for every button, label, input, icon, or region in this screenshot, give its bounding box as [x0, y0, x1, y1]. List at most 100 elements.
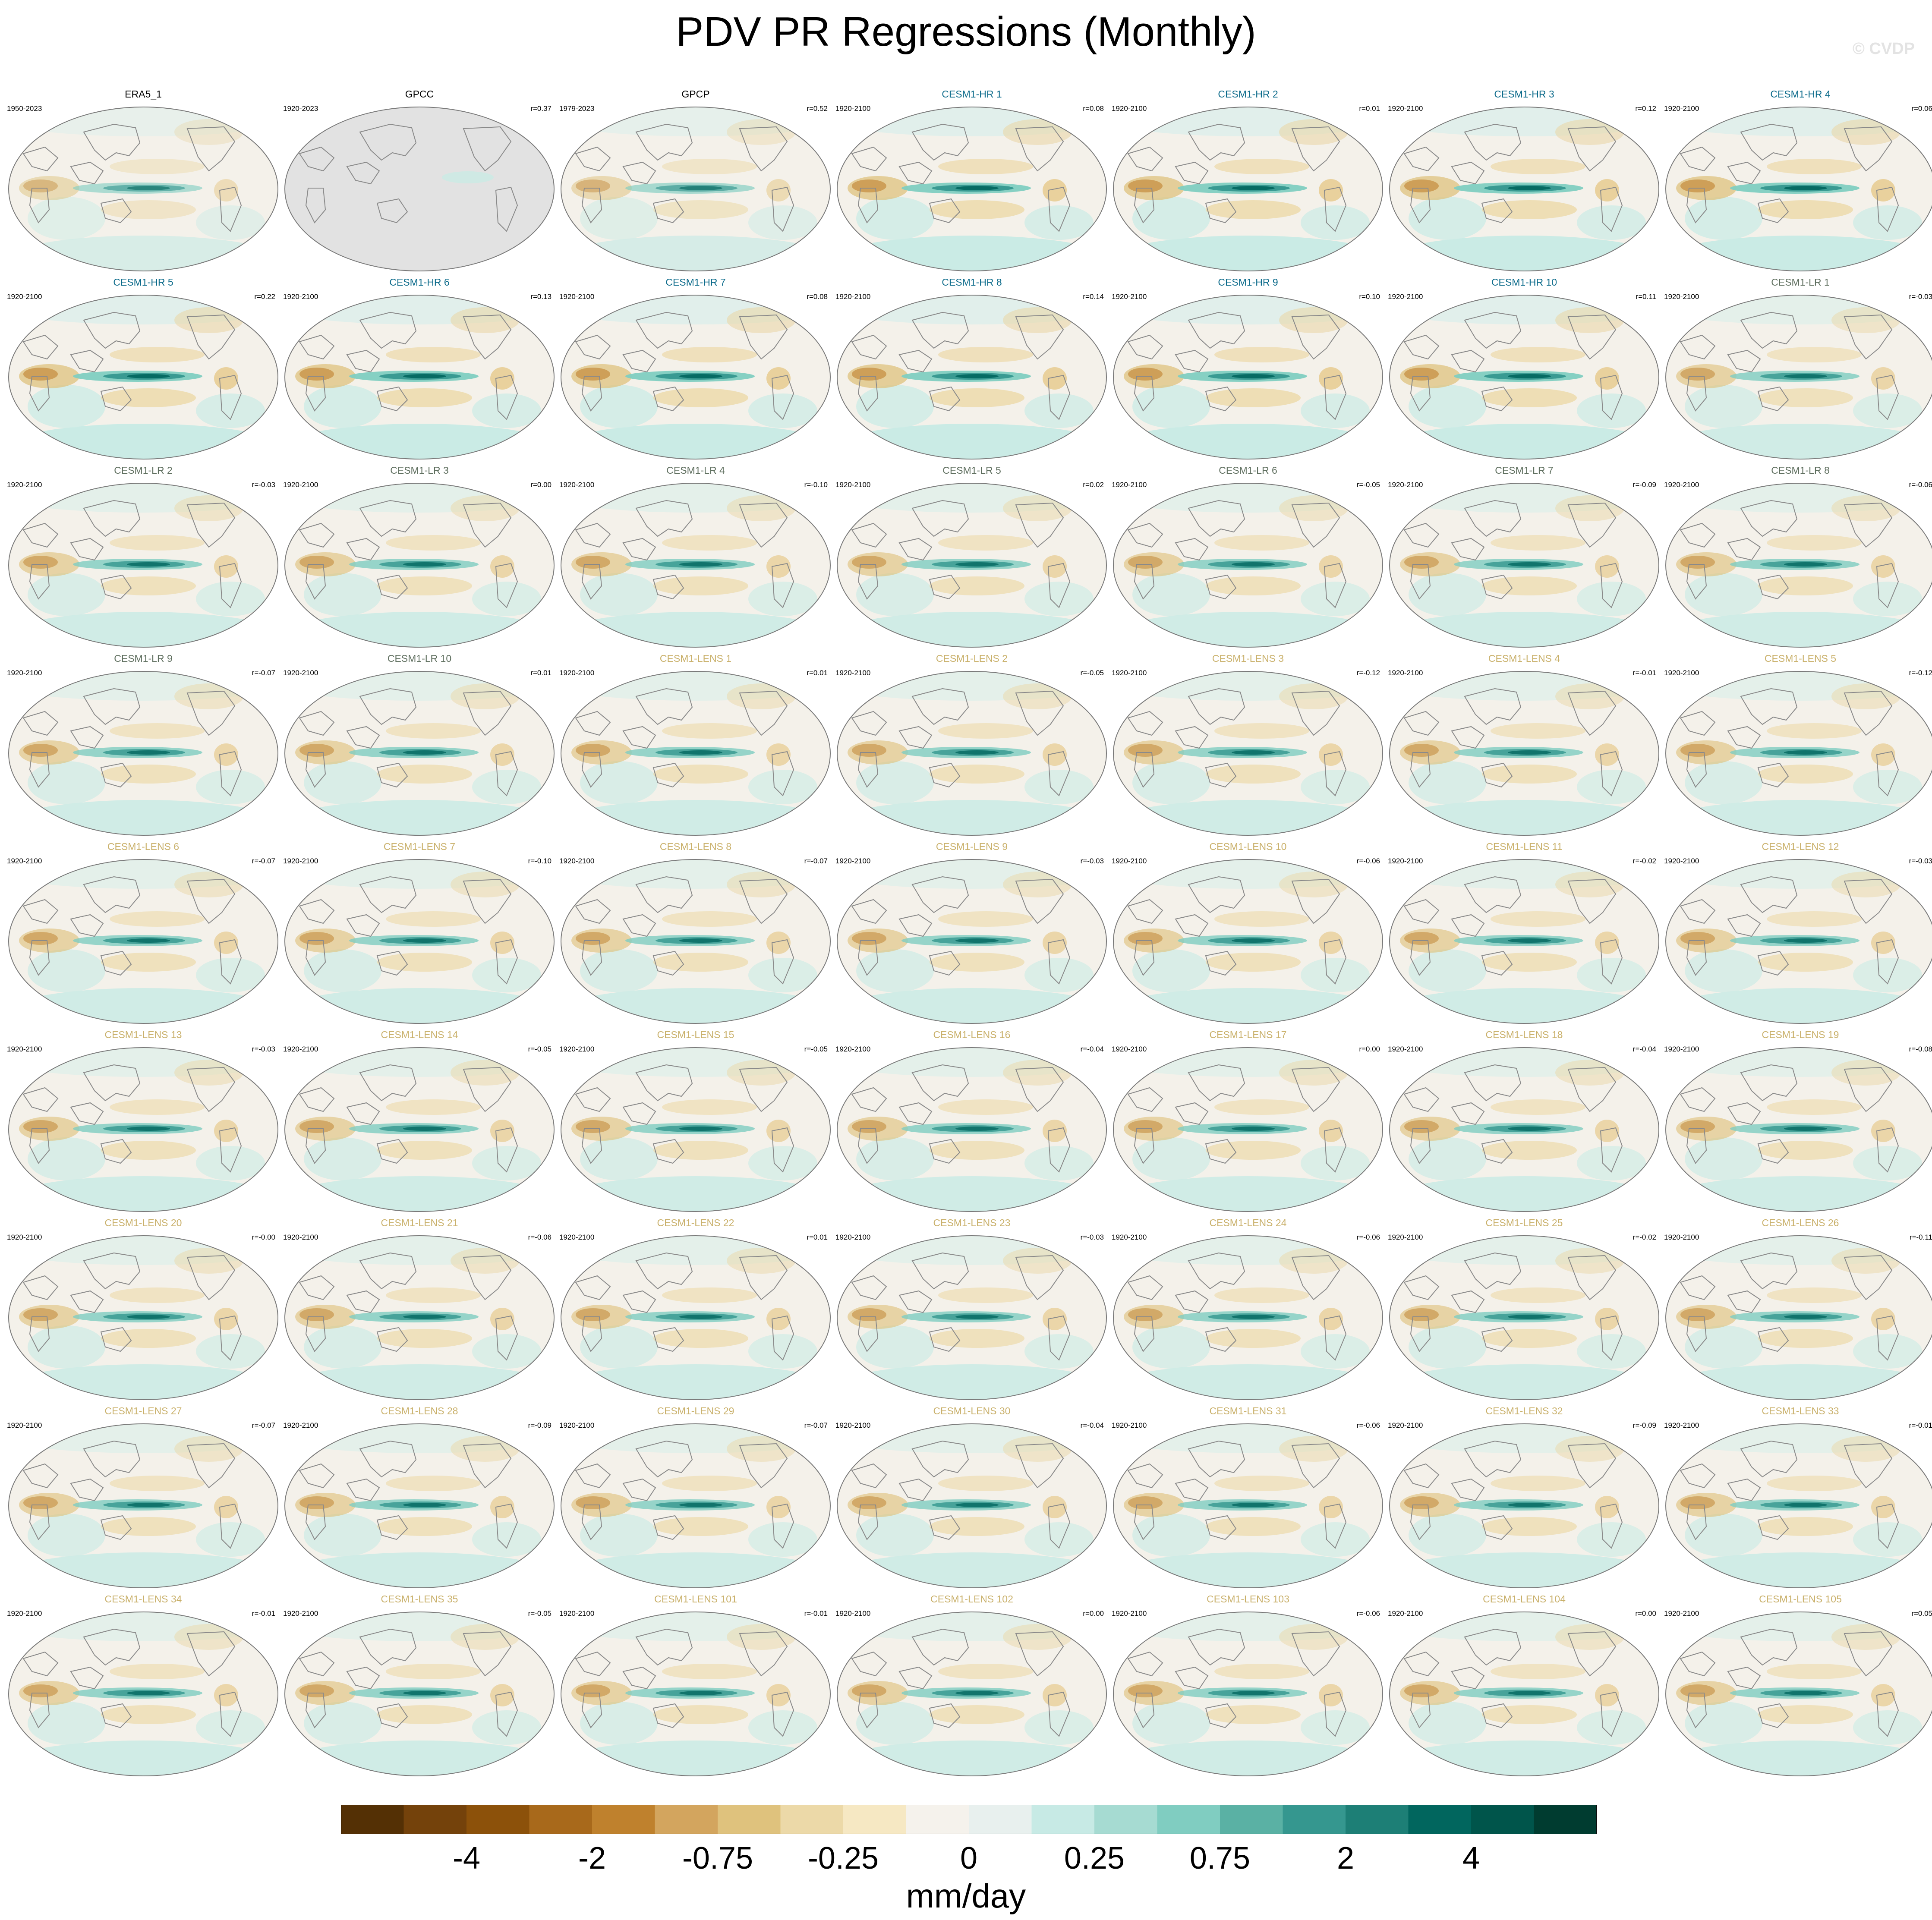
- regression-anomaly: [1128, 744, 1163, 757]
- map-plot: [561, 671, 831, 836]
- regression-anomaly: [561, 800, 830, 835]
- regression-anomaly: [9, 800, 278, 835]
- map-plot: [837, 1047, 1107, 1212]
- regression-anomaly: [1024, 770, 1094, 804]
- continent-outline: [1291, 502, 1340, 548]
- regression-anomaly: [1024, 1710, 1094, 1745]
- continent-outline: [1291, 690, 1340, 736]
- map-plot: [561, 107, 831, 271]
- continent-outline: [1740, 500, 1798, 537]
- continent-outline: [857, 1693, 879, 1728]
- colorbar-tick-label: 4: [1462, 1841, 1480, 1876]
- continent-outline: [359, 1440, 417, 1478]
- regression-anomaly: [938, 911, 1033, 927]
- regression-anomaly: [852, 1684, 886, 1697]
- panel-title: CESM1-LENS 15: [657, 1029, 734, 1040]
- continent-outline: [851, 522, 887, 548]
- continent-outline: [1410, 1128, 1431, 1164]
- regression-anomaly: [1831, 683, 1900, 709]
- panel-period: 1920-2100: [7, 293, 42, 301]
- panel-title: CESM1-LENS 11: [1486, 841, 1563, 852]
- continent-outline: [70, 1102, 104, 1125]
- panel-pattern-correlation: r=0.22: [254, 293, 275, 301]
- continent-outline: [100, 386, 132, 412]
- map-border: [561, 1047, 831, 1212]
- continent-outline: [575, 334, 611, 360]
- panel-pattern-correlation: r=-0.01: [252, 1609, 275, 1618]
- continent-outline: [1757, 386, 1789, 412]
- continent-outline: [376, 762, 408, 788]
- regression-anomaly: [1555, 1248, 1624, 1274]
- regression-anomaly: [852, 744, 886, 757]
- map-panel: CESM1-LR 10 1920-2100 r=0.01: [282, 652, 557, 840]
- continent-outline: [495, 751, 518, 796]
- panel-pattern-correlation: r=-0.03: [252, 481, 275, 489]
- regression-anomaly: [9, 424, 278, 459]
- regression-anomaly: [386, 1099, 481, 1115]
- colorbar-tick-label: -4: [452, 1841, 481, 1876]
- continent-outline: [83, 312, 141, 349]
- regression-anomaly: [938, 1287, 1033, 1303]
- continent-outline: [581, 1128, 602, 1164]
- regression-anomaly: [955, 186, 999, 190]
- map-panel: CESM1-LENS 26 1920-2100 r=-0.11: [1663, 1217, 1932, 1405]
- panel-pattern-correlation: r=0.08: [807, 293, 828, 301]
- regression-anomaly: [1409, 949, 1486, 992]
- regression-anomaly: [653, 1705, 748, 1724]
- regression-anomaly: [1024, 582, 1094, 616]
- regression-anomaly: [1666, 1176, 1932, 1212]
- continent-outline: [463, 1255, 512, 1300]
- map-panel: ERA5_1 1950-2023: [6, 88, 281, 276]
- continent-outline: [219, 1127, 242, 1173]
- continent-outline: [771, 939, 794, 985]
- regression-anomaly: [214, 179, 238, 201]
- continent-outline: [1175, 914, 1209, 937]
- regression-anomaly: [1319, 1120, 1343, 1142]
- continent-outline: [346, 914, 380, 937]
- regression-anomaly: [1784, 1503, 1827, 1507]
- panel-title: CESM1-LENS 21: [381, 1217, 458, 1228]
- colorbar-swatch: [1408, 1805, 1472, 1834]
- continent-outline: [186, 314, 236, 360]
- regression-anomaly: [1666, 1552, 1932, 1588]
- continent-outline: [1410, 940, 1431, 976]
- regression-anomaly: [304, 949, 381, 992]
- continent-outline: [1876, 751, 1899, 796]
- map-plot: [1389, 107, 1659, 271]
- continent-outline: [376, 1515, 408, 1540]
- panel-pattern-correlation: r=-0.03: [252, 1045, 275, 1053]
- regression-anomaly: [727, 495, 796, 521]
- continent-outline: [1324, 751, 1347, 796]
- continent-outline: [463, 314, 512, 360]
- map-border: [284, 483, 555, 648]
- regression-anomaly: [1206, 765, 1301, 784]
- map-border: [837, 1423, 1107, 1588]
- continent-outline: [635, 312, 693, 349]
- regression-anomaly: [580, 761, 658, 804]
- continent-outline: [70, 914, 104, 937]
- continent-outline: [1410, 1693, 1431, 1728]
- continent-outline: [581, 752, 602, 788]
- continent-outline: [305, 752, 326, 788]
- map-border: [837, 1235, 1107, 1400]
- colorbar: [341, 1805, 1597, 1834]
- panel-period: 1920-2100: [283, 1233, 318, 1241]
- regression-anomaly: [1232, 750, 1275, 755]
- continent-outline: [1567, 314, 1617, 360]
- regression-anomaly: [938, 723, 1033, 739]
- continent-outline: [22, 899, 59, 924]
- regression-anomaly: [196, 958, 265, 992]
- panel-title: CESM1-HR 1: [942, 88, 1002, 100]
- regression-anomaly: [1279, 1436, 1348, 1462]
- map-border: [1389, 1047, 1659, 1212]
- continent-outline: [635, 500, 693, 537]
- map-plot: [284, 295, 555, 460]
- map-plot: [284, 671, 555, 836]
- panel-title: CESM1-LENS 9: [936, 841, 1008, 852]
- continent-outline: [911, 500, 969, 537]
- continent-outline: [1567, 690, 1617, 736]
- regression-anomaly: [299, 1496, 334, 1509]
- continent-outline: [739, 1443, 788, 1489]
- continent-outline: [1757, 1515, 1789, 1540]
- map-border: [837, 671, 1107, 836]
